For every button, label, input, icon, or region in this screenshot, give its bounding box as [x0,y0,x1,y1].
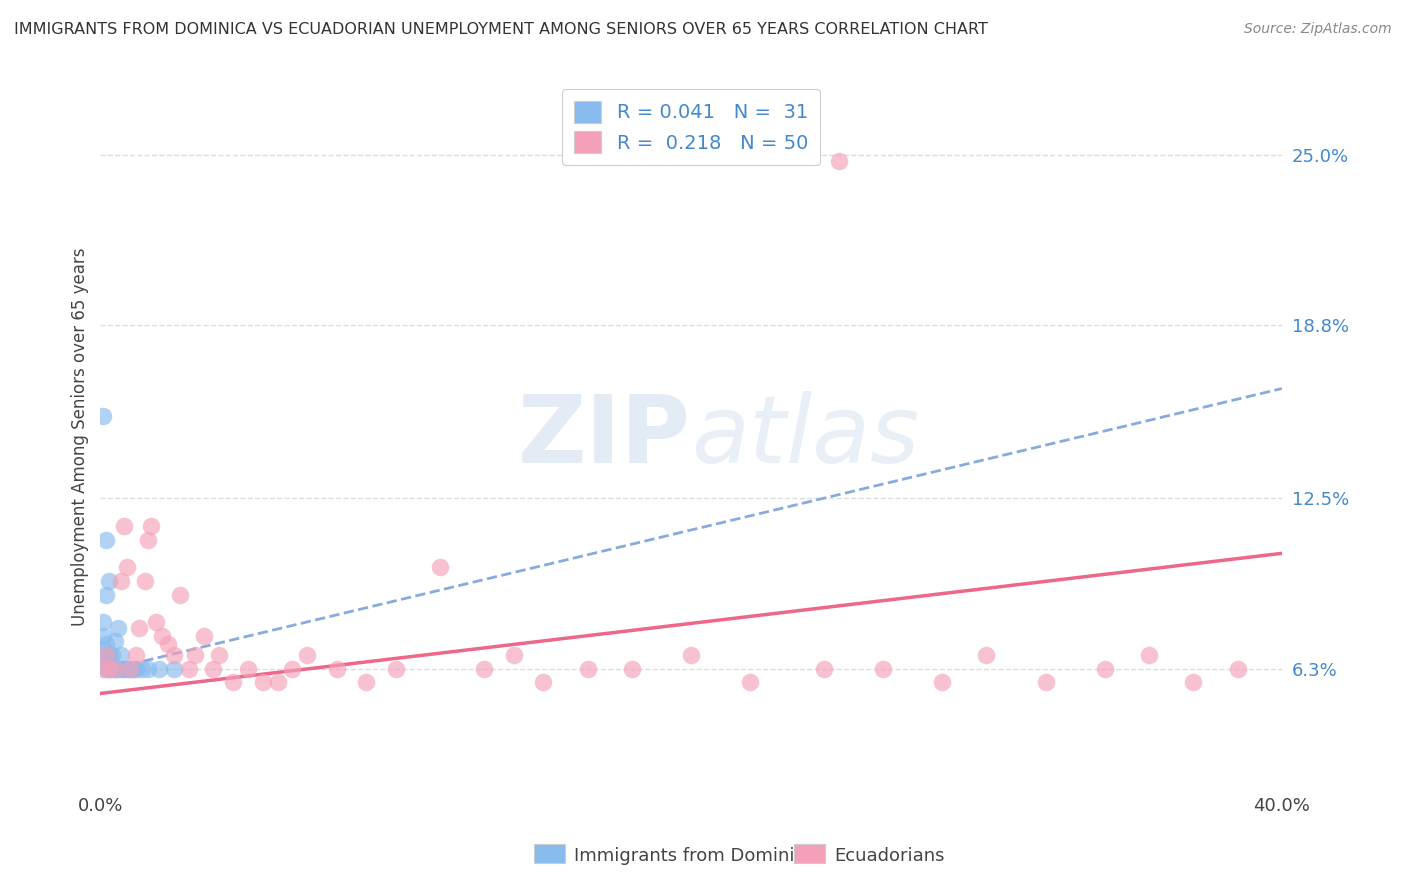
Point [125,662,148,676]
Point [384,662,406,676]
Point [1035,675,1057,690]
Point [98,662,121,676]
Legend: R = 0.041   N =  31, R =  0.218   N = 50: R = 0.041 N = 31, R = 0.218 N = 50 [562,89,820,165]
Point [96,637,118,651]
Point [136,533,159,547]
Point [91,642,114,657]
Point [107,662,129,676]
Point [96,662,118,676]
Point [96,648,118,662]
Point [128,620,150,634]
Point [252,675,274,690]
Point [740,675,762,690]
Point [139,519,162,533]
Point [110,574,132,588]
Point [110,662,132,676]
Point [104,662,127,676]
Text: IMMIGRANTS FROM DOMINICA VS ECUADORIAN UNEMPLOYMENT AMONG SENIORS OVER 65 YEARS : IMMIGRANTS FROM DOMINICA VS ECUADORIAN U… [14,22,988,37]
Point [121,662,143,676]
Point [131,662,153,676]
Point [91,657,114,671]
Point [110,648,132,662]
Point [96,588,118,602]
Point [104,634,127,648]
Point [91,629,114,643]
Point [163,648,186,662]
Point [222,675,245,690]
Point [1182,675,1205,690]
Point [201,662,224,676]
Point [91,662,114,676]
Point [98,657,121,671]
Point [325,662,347,676]
Point [576,662,599,676]
Point [107,620,129,634]
Point [813,662,835,676]
Text: atlas: atlas [692,391,920,482]
Point [429,560,451,574]
Point [98,574,121,588]
Point [169,588,191,602]
Text: Source: ZipAtlas.com: Source: ZipAtlas.com [1244,22,1392,37]
Point [502,648,524,662]
Point [681,648,703,662]
Point [112,519,135,533]
Point [976,648,998,662]
Point [115,662,138,676]
Point [193,629,215,643]
Point [236,662,259,676]
Point [112,662,135,676]
Text: Immigrants from Dominica: Immigrants from Dominica [574,847,815,865]
Text: ZIP: ZIP [519,391,692,483]
Point [98,662,121,676]
Point [872,662,894,676]
Point [295,648,318,662]
Point [148,662,170,676]
Text: Ecuadorians: Ecuadorians [834,847,945,865]
Point [118,662,141,676]
Point [91,615,114,629]
Point [134,574,156,588]
Point [1137,648,1160,662]
Point [104,662,127,676]
Point [266,675,288,690]
Point [118,662,141,676]
Point [96,533,118,547]
Point [98,648,121,662]
Point [115,560,138,574]
Point [184,648,207,662]
Point [1226,662,1249,676]
Point [101,662,124,676]
Point [157,637,180,651]
Point [125,648,148,662]
Point [145,615,167,629]
Point [931,675,953,690]
Point [1094,662,1116,676]
Point [136,662,159,676]
Point [163,662,186,676]
Point [472,662,495,676]
Point [91,409,114,423]
Y-axis label: Unemployment Among Seniors over 65 years: Unemployment Among Seniors over 65 years [72,247,89,626]
Point [101,648,124,662]
Point [207,648,229,662]
Point [281,662,304,676]
Point [828,153,851,168]
Point [621,662,644,676]
Point [177,662,200,676]
Point [531,675,554,690]
Point [96,648,118,662]
Point [150,629,173,643]
Point [354,675,377,690]
